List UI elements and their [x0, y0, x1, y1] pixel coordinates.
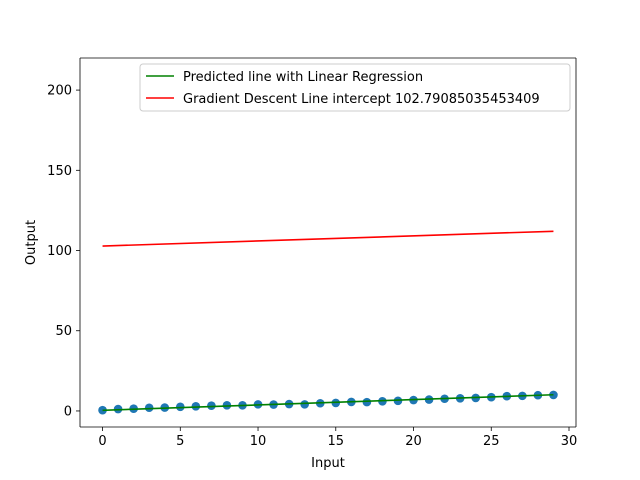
x-tick-label: 0 — [98, 434, 106, 449]
linear-regression-line — [102, 393, 554, 412]
x-tick-label: 30 — [561, 434, 578, 449]
series-lines — [102, 230, 554, 412]
scatter-point — [144, 403, 154, 413]
y-tick-label: 50 — [55, 324, 72, 339]
y-tick-label: 0 — [64, 404, 72, 419]
x-tick-label: 20 — [405, 434, 422, 449]
x-tick-label: 5 — [176, 434, 184, 449]
legend: Predicted line with Linear Regression Gr… — [139, 63, 571, 112]
scatter-point — [362, 397, 372, 407]
plot-area — [80, 58, 576, 427]
scatter-point — [207, 401, 216, 410]
axes-frame — [79, 57, 577, 428]
y-tick-label: 150 — [47, 164, 72, 179]
y-tick-label: 100 — [47, 244, 72, 259]
scatter-point — [300, 400, 309, 409]
legend-label-linear-regression: Predicted line with Linear Regression — [183, 70, 423, 85]
y-ticks: 0 50 100 150 200 — [47, 84, 80, 419]
scatter-point — [175, 402, 185, 412]
x-tick-label: 25 — [483, 434, 500, 449]
y-tick-label: 200 — [47, 84, 72, 99]
x-tick-label: 15 — [328, 434, 345, 449]
x-ticks: 0 5 10 15 20 25 30 — [98, 427, 577, 449]
y-axis-label: Output — [24, 220, 39, 265]
x-axis-label: Input — [311, 456, 345, 471]
legend-label-gradient-descent: Gradient Descent Line intercept 102.7908… — [183, 92, 540, 107]
scatter-points — [98, 390, 558, 415]
gradient-descent-line — [102, 230, 554, 247]
x-tick-label: 10 — [250, 434, 267, 449]
legend-box — [139, 63, 571, 112]
